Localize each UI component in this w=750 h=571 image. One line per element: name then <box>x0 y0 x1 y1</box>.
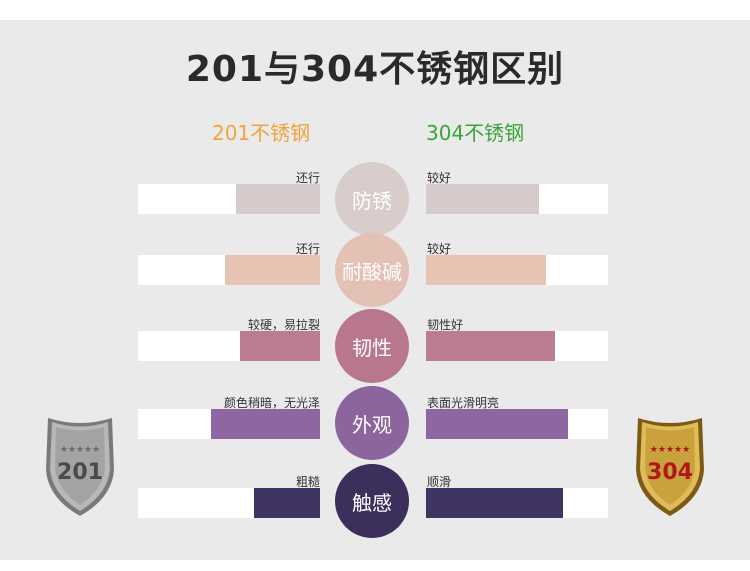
category-circle-toughness: 韧性 <box>335 309 409 383</box>
right-bar-acid <box>426 255 547 285</box>
left-bar-toughness <box>239 331 320 361</box>
heading-201: 201不锈钢 <box>212 121 311 145</box>
left-bar-rust <box>236 184 320 214</box>
right-bar-toughness <box>426 331 556 361</box>
right-label-touch: 顺滑 <box>427 475 452 489</box>
category-circle-touch: 触感 <box>335 464 409 538</box>
right-label-appearance: 表面光滑明亮 <box>427 396 500 410</box>
left-track-touch <box>138 488 320 518</box>
category-label-rust: 防锈 <box>352 188 392 213</box>
left-label-acid: 还行 <box>295 242 320 256</box>
left-bar-acid <box>225 255 320 285</box>
left-bar-touch <box>254 488 320 518</box>
right-bar-appearance <box>426 409 568 439</box>
left-label-toughness: 较硬，易拉裂 <box>247 318 320 332</box>
category-label-acid: 耐酸碱 <box>342 259 402 284</box>
right-track-appearance <box>426 409 608 439</box>
left-track-acid <box>138 255 320 285</box>
category-label-touch: 触感 <box>352 490 392 515</box>
left-track-appearance <box>138 409 320 439</box>
right-track-touch <box>426 488 608 518</box>
heading-304: 304不锈钢 <box>426 121 525 145</box>
left-track-toughness <box>138 331 320 361</box>
right-bar-touch <box>426 488 563 518</box>
left-label-rust: 还行 <box>295 171 320 185</box>
left-bar-appearance <box>210 409 320 439</box>
right-label-acid: 较好 <box>427 242 452 256</box>
svg-text:★★★★★: ★★★★★ <box>60 445 100 455</box>
left-label-touch: 粗糙 <box>295 475 320 489</box>
category-circle-acid: 耐酸碱 <box>335 233 409 307</box>
right-track-toughness <box>426 331 608 361</box>
left-track-rust <box>138 184 320 214</box>
left-label-appearance: 颜色稍暗，无光泽 <box>223 396 320 410</box>
right-label-rust: 较好 <box>427 171 452 185</box>
shield-201-icon: ★★★★★ 201 <box>46 418 114 516</box>
shield-304-icon: ★★★★★ 304 <box>636 418 704 516</box>
shield-304-text: 304 <box>647 460 693 485</box>
category-label-appearance: 外观 <box>352 412 392 437</box>
page-title: 201与304不锈钢区别 <box>185 49 565 90</box>
right-bar-rust <box>426 184 539 214</box>
right-track-rust <box>426 184 608 214</box>
svg-text:★★★★★: ★★★★★ <box>650 445 690 455</box>
shield-201-text: 201 <box>57 460 103 485</box>
category-label-toughness: 韧性 <box>352 335 392 360</box>
right-label-toughness: 韧性好 <box>427 318 464 332</box>
category-circle-rust: 防锈 <box>335 162 409 236</box>
category-circle-appearance: 外观 <box>335 386 409 460</box>
right-track-acid <box>426 255 608 285</box>
